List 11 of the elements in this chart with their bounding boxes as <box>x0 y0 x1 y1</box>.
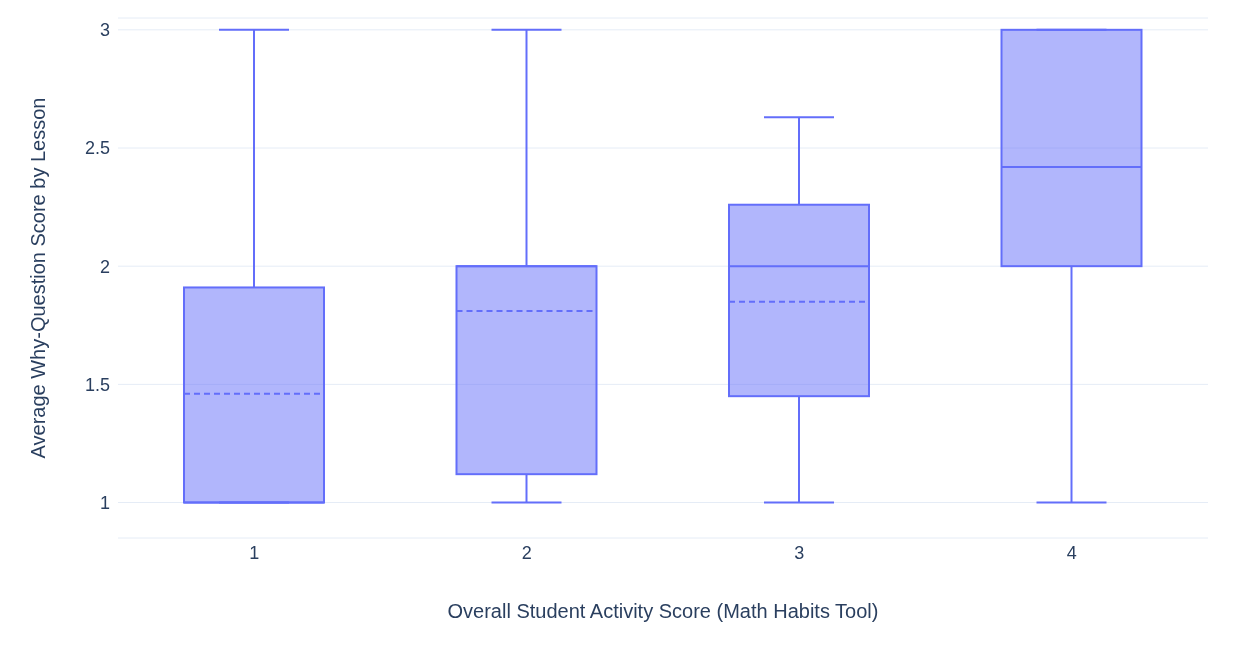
y-axis-title: Average Why-Question Score by Lesson <box>27 97 50 459</box>
x-tick-label: 3 <box>794 542 805 563</box>
y-tick-label: 1 <box>99 492 110 513</box>
y-tick-label: 2.5 <box>84 138 110 159</box>
x-axis-title: Overall Student Activity Score (Math Habits Tool) <box>447 600 879 622</box>
x-tick-label: 4 <box>1066 542 1077 563</box>
y-tick-label: 1.5 <box>84 374 110 395</box>
x-tick-label: 1 <box>249 542 260 563</box>
y-tick-label: 2 <box>99 256 110 277</box>
y-tick-label: 3 <box>99 20 110 41</box>
x-tick-label: 2 <box>521 542 532 563</box>
